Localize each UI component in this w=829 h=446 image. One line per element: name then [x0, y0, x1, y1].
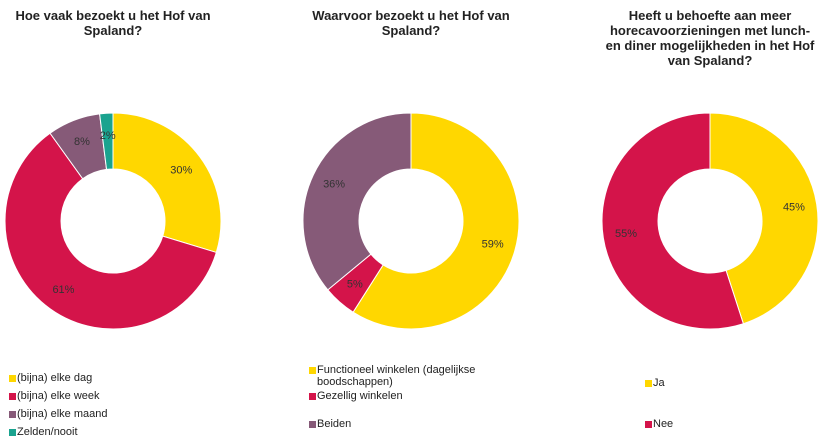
- data-label: 55%: [615, 228, 637, 240]
- legend-label: (bijna) elke dag: [17, 372, 93, 384]
- legend-label: Nee: [653, 418, 674, 430]
- legend-swatch: [309, 393, 316, 400]
- legend-label: Zelden/nooit: [17, 426, 78, 438]
- donut-slice: [709, 112, 819, 325]
- donut-slice: [601, 112, 745, 330]
- legend-label: Ja: [653, 377, 665, 389]
- chart-title: Hoe vaak bezoekt u het Hof van Spaland?: [15, 8, 211, 38]
- data-label: 5%: [347, 279, 363, 291]
- data-label: 59%: [482, 239, 504, 251]
- legend-label: (bijna) elke maand: [17, 408, 108, 420]
- donut-slice: [4, 132, 217, 330]
- legend-label: Beiden: [317, 418, 352, 430]
- legend-swatch: [309, 367, 316, 374]
- donut-slice: [99, 112, 114, 170]
- chart-title: Waarvoor bezoekt u het Hof van Spaland?: [312, 8, 510, 38]
- data-label: 61%: [52, 284, 74, 296]
- legend-swatch: [9, 375, 16, 382]
- data-label: 2%: [100, 130, 116, 142]
- data-label: 30%: [170, 164, 192, 176]
- data-label: 36%: [323, 179, 345, 191]
- legend-swatch: [645, 421, 652, 428]
- data-label: 45%: [783, 202, 805, 214]
- donut-slice: [352, 112, 520, 330]
- legend-label: Gezellig winkelen: [317, 390, 403, 402]
- legend-swatch: [9, 429, 16, 436]
- legend-swatch: [645, 380, 652, 387]
- legend-swatch: [309, 421, 316, 428]
- donut-slice: [112, 112, 222, 254]
- legend-label: (bijna) elke week: [17, 390, 100, 402]
- donut-slice: [302, 112, 412, 291]
- legend-swatch: [9, 393, 16, 400]
- legend-label: Functioneel winkelen (dagelijkse boodsch…: [317, 364, 476, 388]
- chart-title: Heeft u behoefte aan meer horecavoorzien…: [605, 8, 815, 68]
- data-label: 8%: [74, 136, 90, 148]
- legend-swatch: [9, 411, 16, 418]
